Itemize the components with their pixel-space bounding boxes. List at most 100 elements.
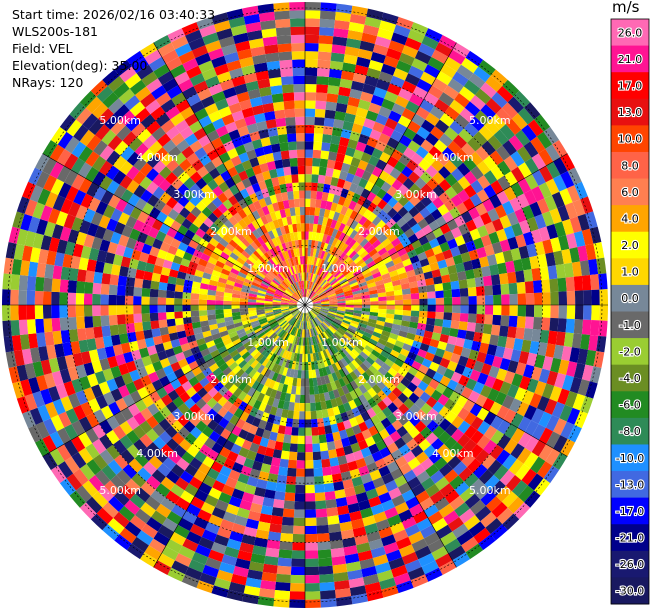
velocity-cell <box>319 342 325 351</box>
velocity-cell <box>310 353 314 362</box>
velocity-cell <box>100 405 114 420</box>
velocity-cell <box>346 247 355 257</box>
velocity-cell <box>214 534 230 547</box>
velocity-cell <box>470 179 484 194</box>
velocity-cell <box>398 509 413 522</box>
velocity-cell <box>328 308 338 312</box>
velocity-cell <box>256 120 268 132</box>
velocity-cell <box>282 508 295 518</box>
velocity-cell <box>458 279 468 289</box>
velocity-cell <box>516 193 530 209</box>
velocity-cell <box>395 456 408 469</box>
velocity-cell <box>346 190 355 201</box>
velocity-cell <box>241 319 251 326</box>
velocity-cell <box>215 305 224 310</box>
velocity-cell <box>151 126 166 141</box>
velocity-cell <box>115 198 128 213</box>
velocity-cell <box>118 384 130 398</box>
velocity-cell <box>299 312 303 321</box>
velocity-cell <box>162 341 173 351</box>
velocity-cell <box>432 171 445 185</box>
velocity-cell <box>543 465 560 484</box>
velocity-cell <box>336 421 346 432</box>
velocity-cell <box>94 337 105 350</box>
velocity-cell <box>165 184 178 197</box>
velocity-cell <box>251 322 261 329</box>
velocity-cell <box>249 290 258 295</box>
velocity-cell <box>545 178 560 196</box>
velocity-cell <box>356 404 367 415</box>
velocity-cell <box>497 262 508 275</box>
velocity-cell <box>293 319 299 328</box>
velocity-cell <box>515 463 531 481</box>
velocity-cell <box>573 362 586 380</box>
velocity-cell <box>373 256 383 265</box>
velocity-cell <box>160 497 176 512</box>
velocity-cell <box>414 177 427 190</box>
velocity-cell <box>392 256 403 266</box>
velocity-cell <box>335 315 344 320</box>
velocity-cell <box>402 211 414 223</box>
velocity-cell <box>146 181 159 195</box>
velocity-cell <box>332 168 342 179</box>
velocity-cell <box>328 336 336 345</box>
velocity-cell <box>510 349 522 363</box>
velocity-cell <box>251 220 261 230</box>
velocity-cell <box>275 192 283 203</box>
velocity-cell <box>243 225 253 236</box>
velocity-cell <box>199 572 217 586</box>
velocity-cell <box>499 239 511 253</box>
velocity-cell <box>404 523 421 537</box>
velocity-cell <box>285 182 294 192</box>
velocity-cell <box>167 276 177 285</box>
velocity-cell <box>366 191 377 203</box>
velocity-cell <box>320 225 327 234</box>
velocity-cell <box>278 134 288 144</box>
velocity-cell <box>96 347 108 361</box>
velocity-cell <box>434 252 446 263</box>
velocity-cell <box>424 28 443 43</box>
velocity-cell <box>370 546 386 559</box>
velocity-cell <box>312 283 318 291</box>
velocity-cell <box>167 354 178 365</box>
velocity-cell <box>460 251 472 263</box>
velocity-cell <box>380 349 390 359</box>
velocity-cell <box>303 272 305 281</box>
velocity-cell <box>43 372 56 389</box>
velocity-cell <box>484 305 494 315</box>
velocity-cell <box>328 245 335 255</box>
velocity-cell <box>190 310 200 317</box>
velocity-cell <box>49 161 64 179</box>
velocity-cell <box>251 417 262 428</box>
velocity-cell <box>363 144 375 156</box>
velocity-cell <box>368 248 378 257</box>
velocity-cell <box>454 363 466 375</box>
velocity-cell <box>365 110 379 122</box>
velocity-cell <box>443 85 460 100</box>
velocity-cell <box>217 396 228 407</box>
velocity-cell <box>386 156 399 168</box>
velocity-cell <box>289 10 305 19</box>
velocity-cell <box>566 290 576 305</box>
velocity-cell <box>16 228 29 246</box>
velocity-cell <box>232 235 242 245</box>
velocity-cell <box>550 291 559 305</box>
velocity-cell <box>299 403 305 412</box>
velocity-cell <box>310 361 316 371</box>
velocity-cell <box>107 135 123 151</box>
velocity-cell <box>264 339 273 348</box>
velocity-cell <box>566 305 576 320</box>
velocity-cell <box>353 299 363 303</box>
velocity-cell <box>162 139 177 153</box>
velocity-cell <box>136 64 154 80</box>
velocity-cell <box>51 370 64 386</box>
velocity-cell <box>480 511 497 528</box>
velocity-cell <box>291 294 299 301</box>
velocity-cell <box>368 102 382 114</box>
velocity-cell <box>330 176 339 187</box>
velocity-cell <box>18 275 29 291</box>
velocity-cell <box>305 533 318 543</box>
velocity-cell <box>166 438 180 452</box>
velocity-cell <box>258 402 267 412</box>
velocity-cell <box>208 319 218 326</box>
